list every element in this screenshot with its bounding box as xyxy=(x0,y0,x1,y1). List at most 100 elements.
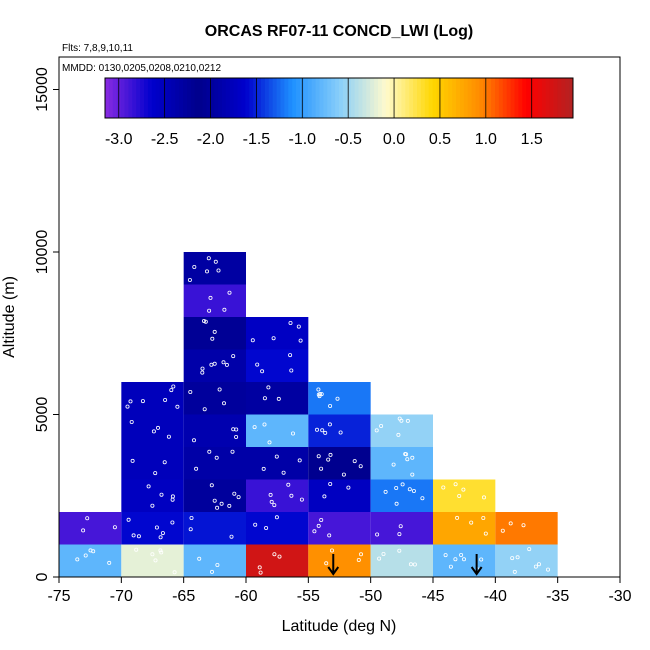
colorbar-tick-label: -2.0 xyxy=(197,131,225,148)
colorbar-segment xyxy=(288,78,293,118)
colorbar-segment xyxy=(272,78,278,118)
track-point xyxy=(125,404,130,409)
heatmap-cell xyxy=(308,512,371,545)
track-point xyxy=(129,419,134,424)
track-point xyxy=(207,449,212,454)
colorbar-segment xyxy=(151,78,157,118)
colorbar-tick-label: 1.0 xyxy=(475,131,497,148)
colorbar-segment xyxy=(530,78,535,118)
track-point xyxy=(160,531,165,536)
colorbar-segment xyxy=(303,78,309,118)
track-point xyxy=(200,370,205,375)
colorbar-segment xyxy=(190,78,196,118)
track-point xyxy=(341,472,346,477)
heatmap-cell xyxy=(370,447,433,480)
track-point xyxy=(324,561,329,566)
track-point xyxy=(443,553,448,558)
track-point xyxy=(533,564,538,569)
colorbar-tick-label: -0.5 xyxy=(334,131,362,148)
x-tick-label: -40 xyxy=(484,588,507,605)
colorbar-frame xyxy=(104,77,574,119)
colorbar-segment xyxy=(428,78,434,118)
track-point xyxy=(207,308,212,313)
track-point xyxy=(377,556,382,561)
heatmap-cell xyxy=(370,414,433,447)
heatmap-cell xyxy=(308,382,371,415)
track-point xyxy=(204,269,209,274)
track-point xyxy=(268,492,273,497)
track-point xyxy=(215,505,220,510)
x-axis: -75 -70 -65 -60 -55 -50 -45 -40 -35 -30 xyxy=(47,577,632,605)
track-point xyxy=(338,430,343,435)
colorbar-segment xyxy=(296,78,301,118)
colorbar-segment xyxy=(186,78,192,118)
track-point xyxy=(394,485,399,490)
colorbar-tick-label: -3.0 xyxy=(105,131,133,148)
colorbar-segment xyxy=(253,78,258,118)
track-point xyxy=(398,524,403,529)
track-point xyxy=(267,440,272,445)
track-point xyxy=(510,556,515,561)
track-point xyxy=(328,403,333,408)
track-point xyxy=(403,451,408,456)
track-point xyxy=(405,457,410,462)
colorbar-segment xyxy=(475,78,480,118)
track-point xyxy=(322,494,327,499)
track-point xyxy=(328,481,333,486)
track-point xyxy=(261,466,266,471)
colorbar-segment xyxy=(245,78,250,118)
track-point xyxy=(327,533,332,538)
track-point xyxy=(187,277,192,282)
colorbar-segment xyxy=(405,78,410,118)
track-point xyxy=(107,560,112,565)
colorbar-segment xyxy=(467,78,473,118)
colorbar-segment xyxy=(222,78,227,118)
colorbar-segment xyxy=(268,78,274,118)
track-point xyxy=(172,570,177,575)
track-point xyxy=(136,534,141,539)
track-point xyxy=(83,553,88,558)
heatmap-cell xyxy=(121,512,184,545)
track-point xyxy=(192,264,197,269)
heatmap-cell xyxy=(59,544,122,577)
colorbar-segment xyxy=(510,78,515,118)
flight-track-points xyxy=(75,256,551,575)
track-point xyxy=(407,487,412,492)
track-point xyxy=(130,458,135,463)
heatmap-cells xyxy=(59,252,558,577)
markers xyxy=(327,554,483,576)
plot-frame xyxy=(58,56,621,578)
track-point xyxy=(112,525,117,530)
colorbar-segment xyxy=(471,78,476,118)
colorbar-segment xyxy=(393,78,398,118)
track-point xyxy=(234,434,239,439)
track-point xyxy=(286,482,291,487)
track-point xyxy=(412,562,417,567)
track-point xyxy=(159,550,164,555)
track-point xyxy=(214,455,219,460)
track-point xyxy=(508,521,513,526)
track-point xyxy=(396,432,401,437)
track-point xyxy=(213,259,218,264)
track-point xyxy=(379,423,384,428)
heatmap-cell xyxy=(246,512,309,545)
track-point xyxy=(327,422,332,427)
track-point xyxy=(374,428,379,433)
track-point xyxy=(290,431,295,436)
track-point xyxy=(289,368,294,373)
colorbar-segment xyxy=(557,78,562,118)
track-point xyxy=(215,563,220,568)
colorbar-segment xyxy=(444,78,449,118)
colorbar-segment xyxy=(339,78,344,118)
colorbar-segment xyxy=(549,78,554,118)
colorbar-segment xyxy=(413,78,418,118)
track-point xyxy=(222,307,227,312)
track-point xyxy=(512,569,517,574)
colorbar-segment xyxy=(311,78,317,118)
track-point xyxy=(453,557,458,562)
track-point xyxy=(537,562,542,567)
track-point xyxy=(169,388,174,393)
colorbar-segment xyxy=(241,78,246,118)
colorbar-segment xyxy=(155,78,161,118)
